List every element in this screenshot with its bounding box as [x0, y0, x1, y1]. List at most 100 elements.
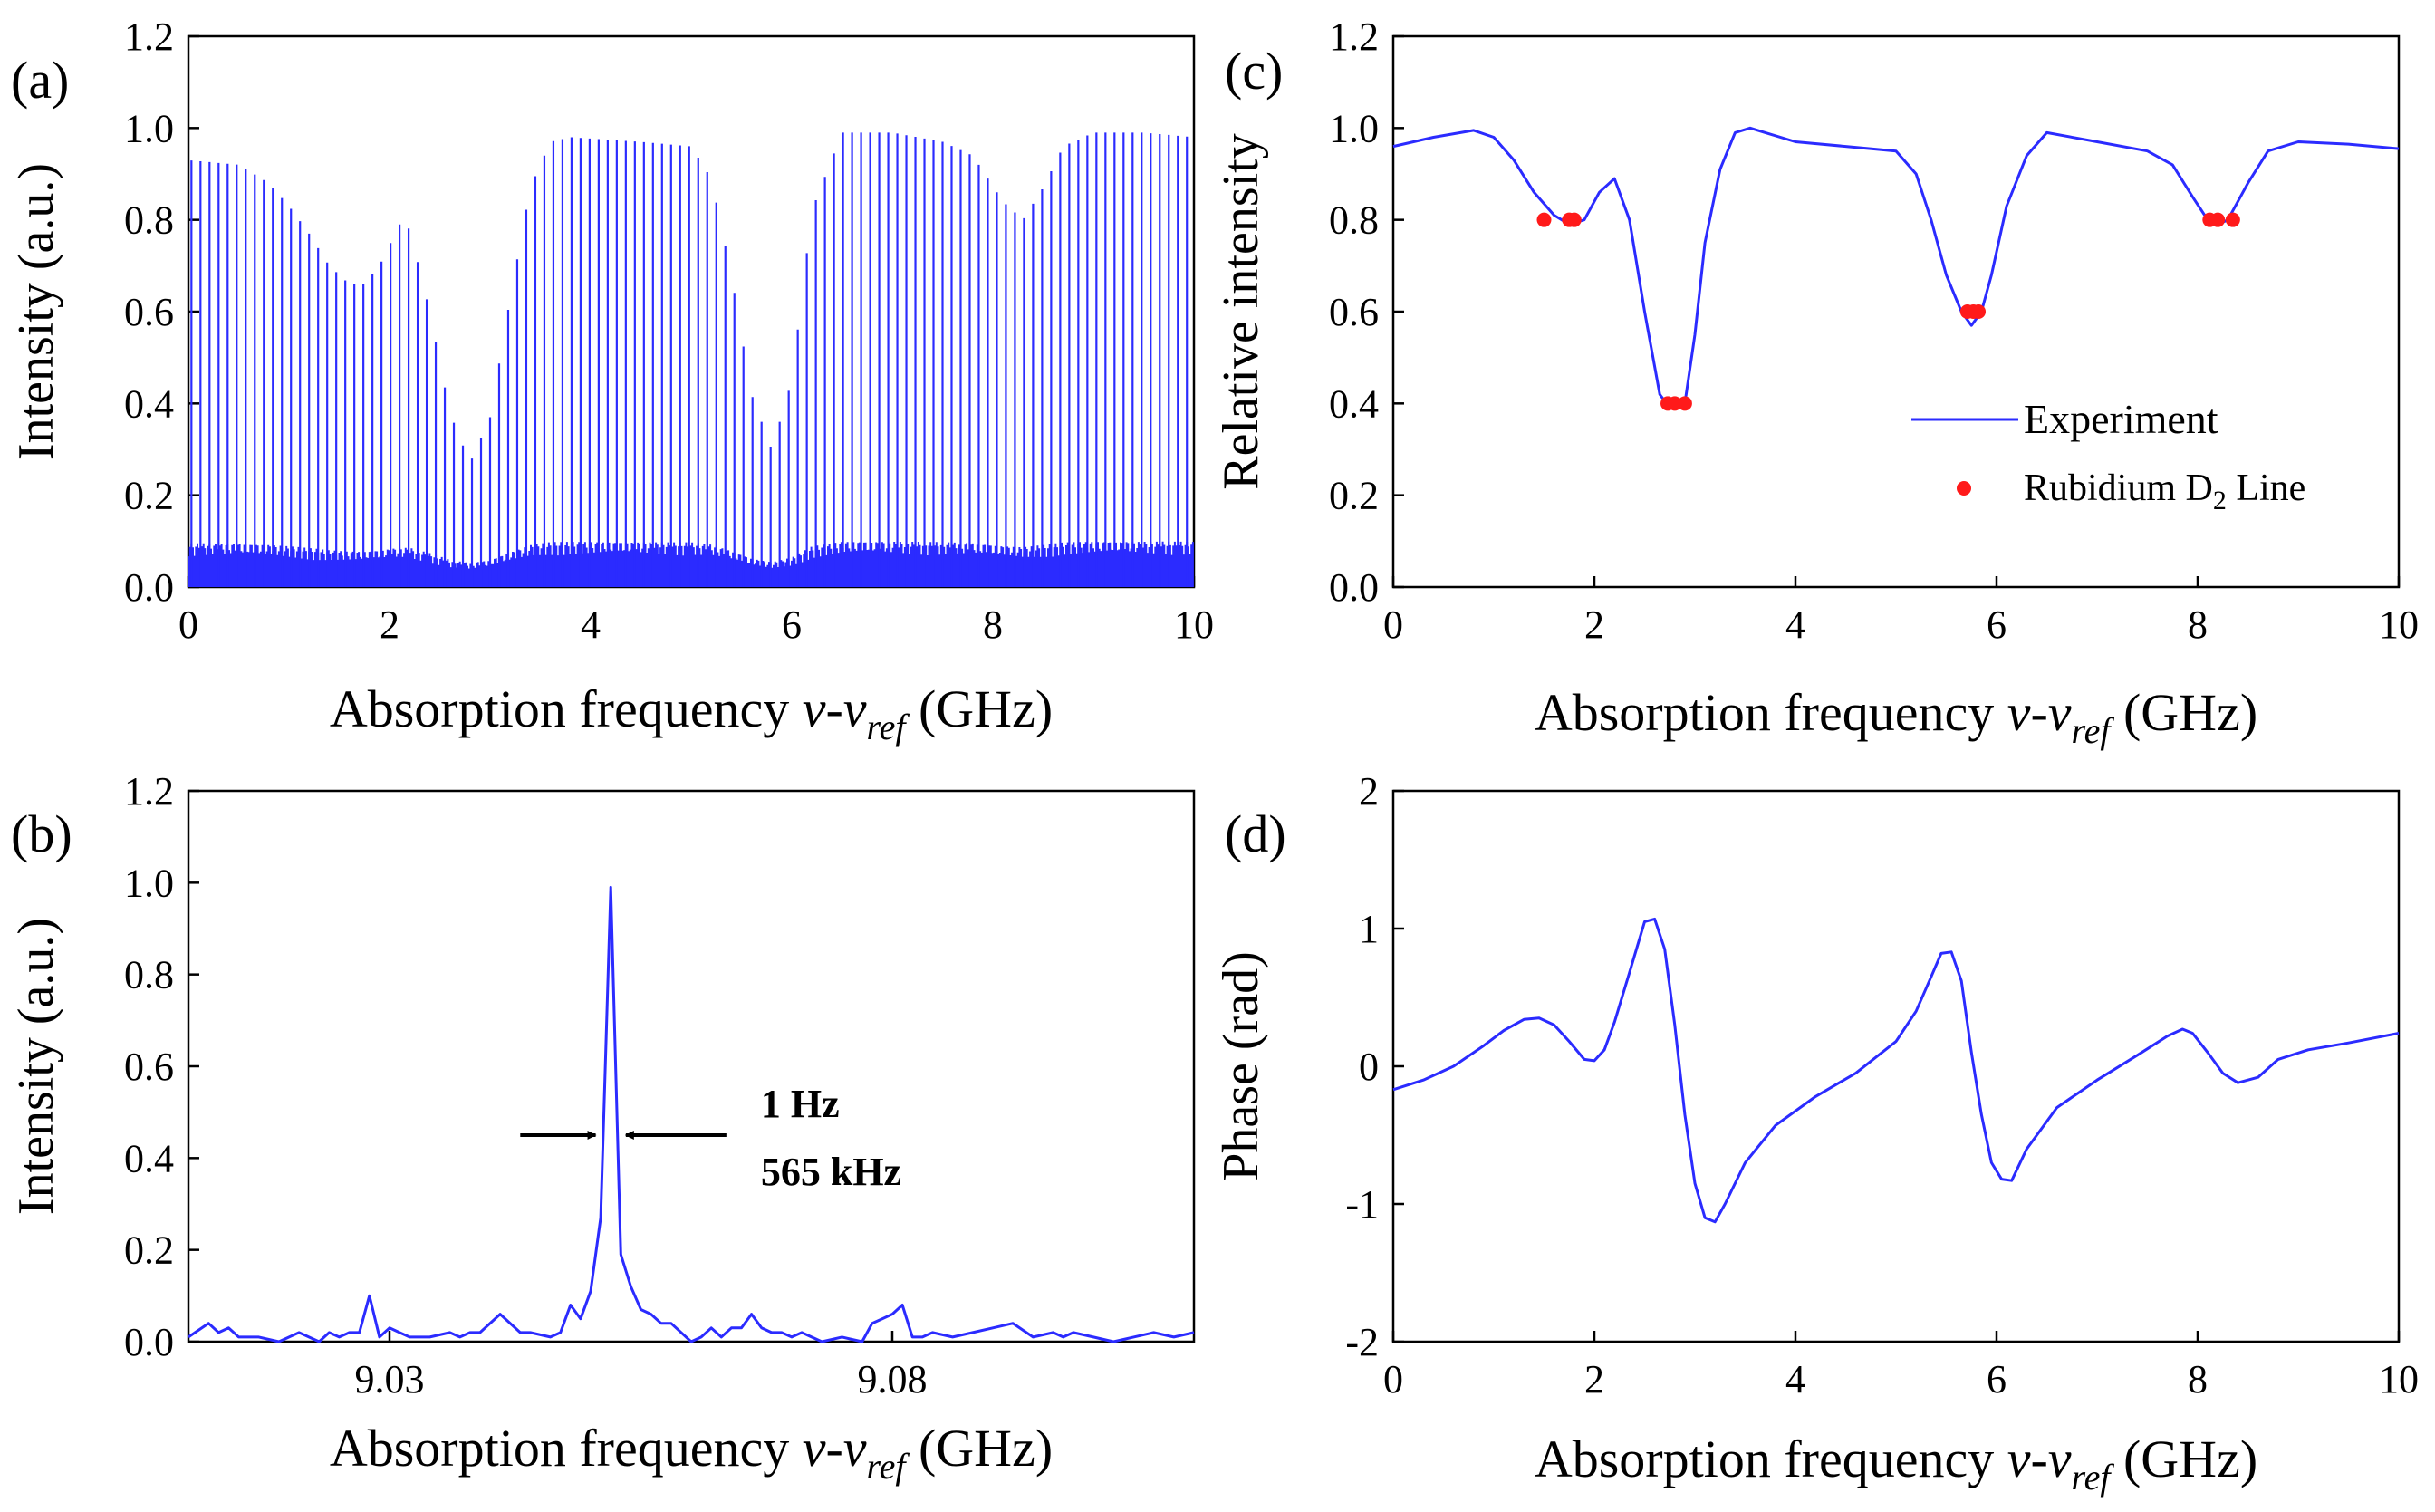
x-tick-label: 2 [1584, 1357, 1604, 1401]
x-axis-label-sub: ref [867, 1446, 910, 1487]
y-tick-label: 0.8 [124, 953, 174, 997]
x-axis-label-unit: (GHz) [905, 1419, 1053, 1478]
x-axis-label: Absorption frequency v-vref (GHz) [1535, 1430, 2257, 1498]
x-tick-label: 10 [2379, 602, 2419, 647]
annotation-line1: 1 Hz [761, 1082, 840, 1126]
y-tick-label: 0.2 [124, 474, 174, 518]
rubidium-point [2225, 212, 2240, 227]
y-tick-label: 1.0 [124, 106, 174, 150]
rubidium-point [1536, 212, 1552, 227]
legend-rubidium-sub: 2 [2213, 486, 2227, 515]
plot-frame [187, 34, 1196, 589]
annotation-line2: 565 kHz [761, 1150, 901, 1194]
x-tick-label: 8 [2188, 602, 2208, 647]
legend-rubidium-tail: Line [2227, 467, 2305, 509]
rubidium-point [1566, 212, 1582, 227]
x-axis-label-vref: v [2048, 1430, 2072, 1488]
x-axis-label-unit: (GHz) [2110, 1430, 2257, 1488]
y-tick-label: 1.0 [1329, 106, 1379, 150]
x-tick-label: 10 [1174, 602, 1214, 647]
x-axis-label-dash: - [825, 679, 842, 738]
panel-label: (a) [11, 51, 69, 110]
x-axis-label-v: v [2007, 1430, 2031, 1488]
phase-line [1392, 917, 2400, 1224]
x-axis-label-main: Absorption frequency [1535, 683, 2007, 742]
x-tick-label: 6 [782, 602, 802, 647]
y-tick-label: 0.2 [124, 1228, 174, 1273]
y-tick-label: -1 [1345, 1182, 1379, 1227]
x-axis-label-unit: (GHz) [2110, 683, 2257, 742]
y-tick-label: 0.0 [124, 1320, 174, 1364]
x-axis-label-main: Absorption frequency [1535, 1430, 2007, 1488]
x-tick-label: 0 [1383, 1357, 1403, 1401]
y-tick-label: 0.0 [1329, 565, 1379, 610]
x-axis-label-unit: (GHz) [905, 679, 1053, 738]
y-tick-label: 1.2 [124, 14, 174, 59]
x-tick-label: 9.03 [355, 1357, 425, 1401]
x-tick-label: 2 [380, 602, 399, 647]
y-tick-label: 0.0 [124, 565, 174, 610]
x-axis-label: Absorption frequency v-vref (GHz) [1535, 683, 2257, 751]
chart-panel-a: 0 2 4 6 8 10 0.0 0.2 0.4 0.6 0.8 1.0 1.2 (a) Intensity… [8, 14, 1214, 747]
y-tick-label: 0.6 [1329, 290, 1379, 334]
panel-label: (d) [1225, 804, 1286, 863]
chart-panel-d: 0 2 4 6 8 10 -2 -1 0 1 2 (d) Phase (rad) Absorption f… [1213, 769, 2419, 1498]
x-axis-label-dash: - [2030, 683, 2047, 742]
panel-label: (b) [11, 804, 72, 863]
x-axis-label: Absorption frequency v-vref (GHz) [330, 679, 1053, 747]
y-tick-label: 0.4 [124, 1136, 174, 1180]
experiment-line [1392, 126, 2400, 409]
x-axis-label-v: v [2007, 683, 2031, 742]
x-axis-label-v: v [803, 679, 826, 738]
y-tick-label: 0.6 [124, 290, 174, 334]
y-tick-label: 2 [1359, 769, 1379, 814]
y-axis-label: Intensity (a.u.) [8, 918, 64, 1215]
x-tick-label: 6 [1987, 1357, 2007, 1401]
y-axis-label: Phase (rad) [1213, 951, 1269, 1180]
x-tick-label: 10 [2379, 1357, 2419, 1401]
x-tick-label: 8 [983, 602, 1003, 647]
x-axis-label-vref: v [2048, 683, 2072, 742]
panel-label: (c) [1225, 42, 1283, 101]
legend-label-rubidium: Rubidium D2 Line [2024, 467, 2305, 515]
rubidium-point [1971, 304, 1987, 319]
x-axis-label-vref: v [843, 679, 867, 738]
y-tick-label: 0.8 [124, 198, 174, 243]
y-tick-label: 1.2 [124, 769, 174, 814]
y-tick-label: 0.6 [124, 1045, 174, 1089]
legend-rubidium-main: Rubidium D [2024, 467, 2213, 509]
y-axis-label: Intensity (a.u.) [8, 163, 64, 460]
x-axis-label-sub: ref [2072, 710, 2115, 751]
y-tick-label: 0.4 [1329, 381, 1379, 426]
x-axis-label-dash: - [825, 1419, 842, 1478]
x-tick-label: 8 [2188, 1357, 2208, 1401]
rubidium-point [1667, 396, 1682, 411]
x-axis-label-sub: ref [867, 707, 910, 747]
y-axis-label: Relative intensity [1213, 133, 1269, 489]
rubidium-point [1677, 396, 1692, 411]
x-tick-label: 4 [1785, 1357, 1805, 1401]
y-tick-label: -2 [1345, 1320, 1379, 1364]
x-tick-label: 4 [1785, 602, 1805, 647]
x-axis-label-main: Absorption frequency [330, 679, 803, 738]
plot-frame [187, 789, 1196, 1343]
legend-label-experiment: Experiment [2024, 396, 2218, 442]
x-axis-label-vref: v [843, 1419, 867, 1478]
x-axis-label: Absorption frequency v-vref (GHz) [330, 1419, 1053, 1487]
x-axis-label-dash: - [2030, 1430, 2047, 1488]
chart-panel-c: 0 2 4 6 8 10 0.0 0.2 0.4 0.6 0.8 1.0 1.2 (c) Relative … [1213, 14, 2419, 751]
x-tick-label: 9.08 [858, 1357, 928, 1401]
x-tick-label: 0 [178, 602, 198, 647]
x-tick-label: 6 [1987, 602, 2007, 647]
y-tick-label: 1.2 [1329, 14, 1379, 59]
y-tick-label: 0.8 [1329, 198, 1379, 243]
y-tick-label: 1 [1359, 907, 1379, 951]
x-axis-label-sub: ref [2072, 1457, 2115, 1498]
comb-series [188, 132, 1194, 587]
y-tick-label: 0.4 [124, 381, 174, 426]
y-tick-label: 0.2 [1329, 474, 1379, 518]
y-tick-label: 1.0 [124, 861, 174, 905]
x-tick-label: 2 [1584, 602, 1604, 647]
x-tick-label: 4 [581, 602, 601, 647]
